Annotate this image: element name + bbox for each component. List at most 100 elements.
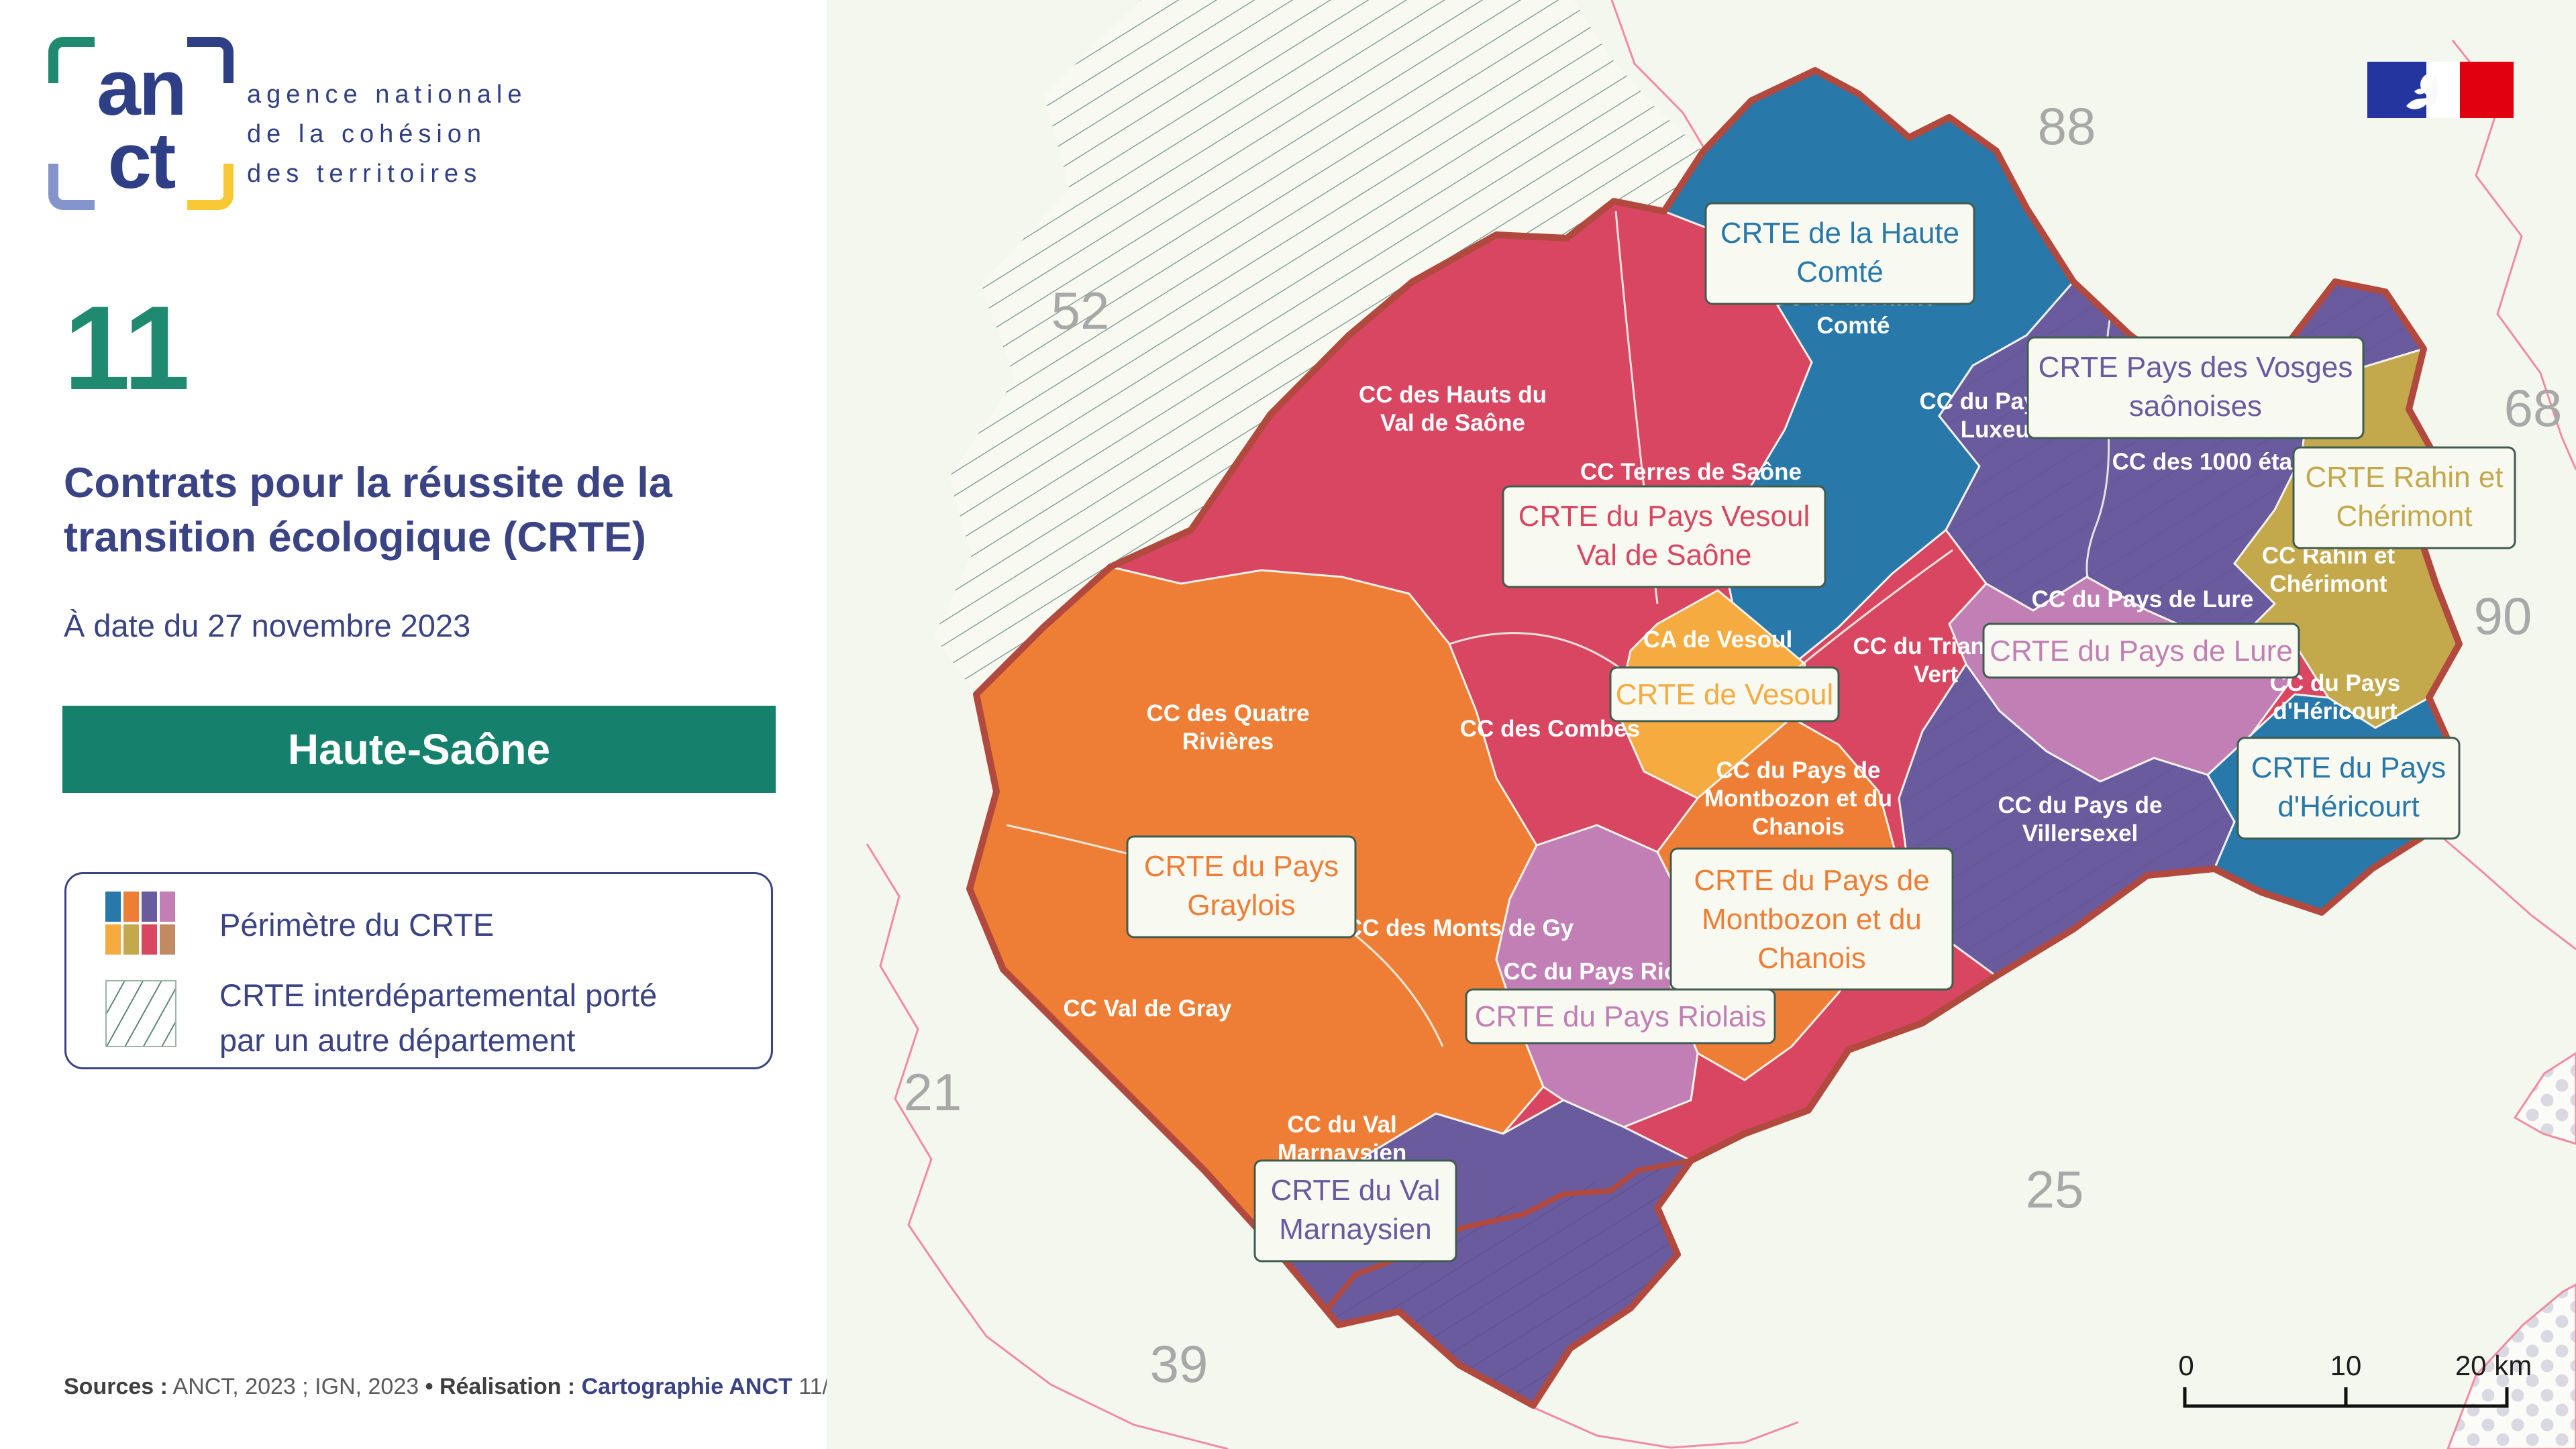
sep-terres-triangle <box>1798 549 1953 669</box>
department-border-through-marnaysien <box>1323 1158 1692 1313</box>
anct-logo: an ct <box>48 37 234 210</box>
page-title: Contrats pour la réussite de la transiti… <box>64 456 815 564</box>
region-cc-riolais <box>1495 824 1699 1128</box>
legend-swatch-perimetre-icon <box>105 892 175 955</box>
svg-text:Graylois: Graylois <box>1187 889 1295 922</box>
crte-label-vosges-saonoises: CRTE Pays des Vosges saônoises <box>2026 336 2365 439</box>
swatch-purple <box>142 892 157 922</box>
sources-text: ANCT, 2023 ; IGN, 2023 <box>167 1374 425 1399</box>
cc-label: Val de Saône <box>1380 410 1525 436</box>
svg-text:CRTE du Pays de Lure: CRTE du Pays de Lure <box>1990 635 2293 667</box>
dept-number-21: 21 <box>904 1063 962 1122</box>
legend-label-perimetre: Périmètre du CRTE <box>219 907 495 943</box>
swatch-crimson <box>142 924 157 955</box>
map-canvas: 88 52 68 90 21 25 39 CC des Hauts du Val… <box>827 0 2576 1449</box>
svg-text:Montbozon et du: Montbozon et du <box>1702 903 1922 936</box>
swatch-orange <box>123 892 139 922</box>
hatch-overlay-marnaysien-south <box>1315 1161 1691 1405</box>
dotted-area-southeast <box>2446 1283 2576 1449</box>
logo-bracket-top-right-icon <box>187 37 234 83</box>
cc-label: CA de Vesoul <box>1643 627 1792 653</box>
scale-twenty: 20 km <box>2455 1350 2532 1381</box>
svg-text:Chanois: Chanois <box>1757 942 1865 975</box>
svg-text:CRTE de Vesoul: CRTE de Vesoul <box>1616 678 1833 711</box>
department-banner: Haute-Saône <box>62 706 776 793</box>
agency-line3: des territoires <box>247 159 482 188</box>
cc-label: CC Terres de Saône <box>1580 459 1802 485</box>
svg-text:CRTE Rahin et: CRTE Rahin et <box>2305 461 2503 494</box>
logo-letters-line2: ct <box>107 116 176 205</box>
svg-text:CRTE du Pays Vesoul: CRTE du Pays Vesoul <box>1518 500 1810 533</box>
dept-number-68: 68 <box>2504 378 2563 437</box>
dept-number-90: 90 <box>2474 586 2532 645</box>
cc-label: Montbozon et du <box>1704 786 1892 812</box>
crte-label-val-marnaysien: CRTE du Val Marnaysien <box>1253 1159 1457 1263</box>
left-panel: an ct agence nationale de la cohésion de… <box>0 0 880 1449</box>
cc-label: d'Héricourt <box>2273 698 2398 724</box>
agency-line2: de la cohésion <box>247 119 487 148</box>
department-name: Haute-Saône <box>287 725 551 773</box>
cc-label: Chanois <box>1752 814 1845 840</box>
crte-label-riolais: CRTE du Pays Riolais <box>1465 988 1776 1044</box>
sources-dot: • <box>425 1374 440 1399</box>
realisation-value: Cartographie ANCT <box>581 1374 799 1399</box>
svg-text:Comté: Comté <box>1796 256 1884 288</box>
cc-label: Villersexel <box>2022 820 2139 847</box>
crte-label-rahin-cherimont: CRTE Rahin et Chérimont <box>2292 446 2516 549</box>
dotted-area-northeast <box>2513 1052 2576 1145</box>
logo-bracket-bottom-right-icon <box>187 164 234 210</box>
svg-text:CRTE de la Haute: CRTE de la Haute <box>1720 217 1959 250</box>
crte-label-montbozon: CRTE du Pays de Montbozon et du Chanois <box>1669 847 1954 991</box>
marianne-profile-icon <box>2406 73 2443 109</box>
crte-label-hericourt: CRTE du Pays d'Héricourt <box>2236 737 2461 840</box>
svg-text:Marnaysien: Marnaysien <box>1279 1213 1431 1246</box>
sources-label: Sources : <box>64 1374 168 1399</box>
legend-label-interdept: CRTE interdépartemental porté par un aut… <box>219 973 657 1063</box>
crte-label-graylois: CRTE du Pays Graylois <box>1126 835 1357 938</box>
crte-label-vesoul-val-de-saone: CRTE du Pays Vesoul Val de Saône <box>1502 485 1826 588</box>
crte-count: 11 <box>64 281 191 415</box>
realisation-label: Réalisation : <box>439 1374 582 1399</box>
dept-number-25: 25 <box>2026 1160 2084 1219</box>
france-marianne-logo <box>2367 62 2514 118</box>
svg-text:CRTE du Pays de: CRTE du Pays de <box>1694 864 1929 897</box>
svg-text:CRTE du Pays: CRTE du Pays <box>2251 751 2446 784</box>
cc-label: Chérimont <box>2270 571 2387 597</box>
scale-zero: 0 <box>2178 1350 2194 1381</box>
page-title-line1: Contrats pour la réussite de la <box>64 460 672 506</box>
cc-label: CC du Pays de <box>1716 757 1880 784</box>
svg-text:Val de Saône: Val de Saône <box>1577 539 1752 572</box>
cc-label: CC des Quatre <box>1146 700 1309 727</box>
cc-label: Rivières <box>1182 729 1274 755</box>
legend-box: Périmètre du CRTE CRTE interdépartementa… <box>64 872 773 1069</box>
legend-swatch-hatch-icon <box>105 980 176 1047</box>
department-border <box>966 67 2463 1409</box>
swatch-blue <box>105 892 121 922</box>
sources-line: Sources : ANCT, 2023 ; IGN, 2023 • Réali… <box>64 1374 880 1400</box>
svg-text:d'Héricourt: d'Héricourt <box>2277 790 2419 823</box>
cc-label: CC des Monts de Gy <box>1345 915 1574 941</box>
scale-bar: 0 10 20 km <box>2178 1350 2532 1408</box>
dept-number-39: 39 <box>1150 1334 1208 1393</box>
crte-label-vesoul: CRTE de Vesoul <box>1609 666 1840 722</box>
cc-label: Vert <box>1914 661 1958 688</box>
cc-label: CC du Val <box>1287 1112 1396 1138</box>
sep-combes-north <box>1449 632 1625 672</box>
cc-label: CC des Combes <box>1460 716 1640 742</box>
logo-bracket-bottom-left-icon <box>48 164 95 210</box>
logo-bracket-top-left-icon <box>48 37 95 83</box>
logo-letters-line1: an <box>97 44 187 132</box>
crte-label-haute-comte: CRTE de la Haute Comté <box>1704 202 1975 305</box>
cc-label: CC Val de Gray <box>1064 996 1232 1022</box>
swatch-orchid <box>160 892 175 922</box>
crte-label-lure: CRTE du Pays de Lure <box>1982 623 2300 679</box>
dept-number-88: 88 <box>2038 97 2096 156</box>
dept-number-52: 52 <box>1051 281 1110 340</box>
agency-line1: agence nationale <box>247 80 527 109</box>
svg-text:CRTE du Pays Riolais: CRTE du Pays Riolais <box>1475 1000 1766 1033</box>
swatch-tan <box>160 924 175 955</box>
svg-text:CRTE du Pays: CRTE du Pays <box>1144 850 1339 883</box>
legend-label-interdept-line1: CRTE interdépartemental porté <box>219 977 658 1013</box>
svg-text:CRTE Pays des Vosges: CRTE Pays des Vosges <box>2039 351 2353 384</box>
svg-text:CRTE du Val: CRTE du Val <box>1271 1174 1441 1207</box>
